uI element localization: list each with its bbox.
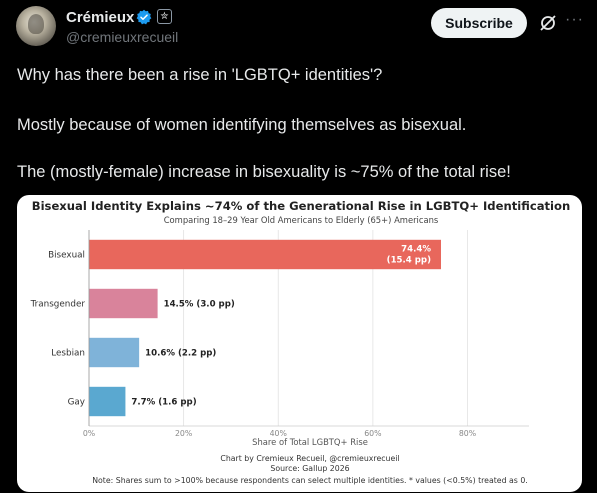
x-tick-label: 60%: [364, 429, 381, 438]
author-handle[interactable]: @cremieuxrecueil: [66, 29, 179, 45]
post-text-line-3: The (mostly-female) increase in bisexual…: [17, 163, 511, 181]
category-label: Bisexual: [48, 251, 85, 261]
value-label: 10.6% (2.2 pp): [145, 349, 216, 359]
value-label: 14.5% (3.0 pp): [164, 300, 235, 310]
avatar[interactable]: [16, 6, 56, 46]
x-axis-label: Share of Total LGBTQ+ Rise: [252, 437, 368, 447]
x-tick-label: 80%: [459, 429, 476, 438]
chart-note: Note: Shares sum to >100% because respon…: [92, 476, 528, 485]
affiliate-badge-icon: ✮: [157, 9, 172, 24]
chart-subtitle: Comparing 18–29 Year Old Americans to El…: [164, 215, 439, 225]
bar-bisexual: [89, 239, 441, 270]
value-label-pp: (15.4 pp): [387, 256, 431, 266]
author-name[interactable]: Crémieux: [66, 9, 135, 26]
category-label: Transgender: [30, 300, 86, 310]
value-label: 7.7% (1.6 pp): [131, 398, 196, 408]
grok-icon[interactable]: [538, 13, 558, 33]
category-label: Gay: [68, 398, 85, 408]
chart-title: Bisexual Identity Explains ~74% of the G…: [32, 199, 571, 213]
more-options-icon[interactable]: ···: [565, 11, 584, 28]
chart-image[interactable]: Bisexual Identity Explains ~74% of the G…: [17, 195, 582, 492]
chart-credit: Chart by Cremieux Recueil, @cremieuxrecu…: [220, 454, 399, 463]
bar-gay: [89, 386, 126, 417]
x-tick-label: 0%: [83, 429, 95, 438]
x-tick-label: 40%: [270, 429, 287, 438]
post-text-line-2: Mostly because of women identifying them…: [17, 116, 467, 134]
x-tick-label: 20%: [175, 429, 192, 438]
chart-source: Source: Gallup 2026: [270, 464, 349, 473]
category-label: Lesbian: [51, 349, 85, 359]
bar-transgender: [89, 288, 158, 319]
chart-svg: Bisexual Identity Explains ~74% of the G…: [30, 199, 571, 485]
subscribe-button[interactable]: Subscribe: [431, 8, 527, 38]
bar-lesbian: [89, 337, 140, 368]
value-label: 74.4%: [401, 245, 431, 255]
post-text-line-1: Why has there been a rise in 'LGBTQ+ ide…: [17, 66, 383, 84]
verified-badge-icon: [136, 9, 152, 25]
